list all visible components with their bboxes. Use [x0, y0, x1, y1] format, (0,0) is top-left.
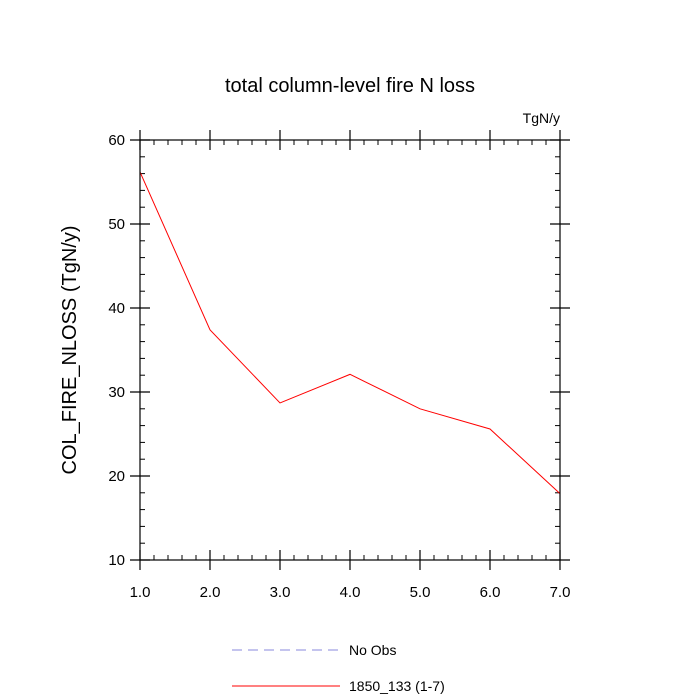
y-tick-label: 60: [108, 132, 125, 149]
units-label: TgN/y: [523, 110, 560, 126]
x-tick-label: 1.0: [130, 584, 151, 601]
x-tick-label: 6.0: [480, 584, 501, 601]
minor-ticks: [139, 139, 561, 561]
plot-frame: [139, 139, 561, 561]
tick-labels: 1.0 2.0 3.0 4.0 5.0 6.0 7.0 10 20 30 40 50 60: [108, 132, 570, 601]
legend-entry-label: No Obs: [349, 642, 396, 658]
major-ticks: [130, 130, 570, 570]
y-tick-label: 40: [108, 300, 125, 317]
x-tick-label: 7.0: [550, 584, 571, 601]
legend-entry-label: 1850_133 (1-7): [349, 678, 445, 694]
y-axis-label: COL_FIRE_NLOSS (TgN/y): [59, 226, 81, 475]
chart-title: total column-level fire N loss: [225, 75, 475, 97]
series-layer: [139, 171, 561, 495]
y-tick-label: 50: [108, 216, 125, 233]
x-tick-label: 4.0: [340, 584, 361, 601]
x-tick-label: 5.0: [410, 584, 431, 601]
y-tick-label: 20: [108, 468, 125, 485]
x-tick-label: 2.0: [200, 584, 221, 601]
y-tick-label: 30: [108, 384, 125, 401]
series-line-1: [139, 171, 561, 495]
legend: No Obs 1850_133 (1-7): [232, 642, 445, 694]
y-tick-label: 10: [108, 552, 125, 569]
x-tick-label: 3.0: [270, 584, 291, 601]
